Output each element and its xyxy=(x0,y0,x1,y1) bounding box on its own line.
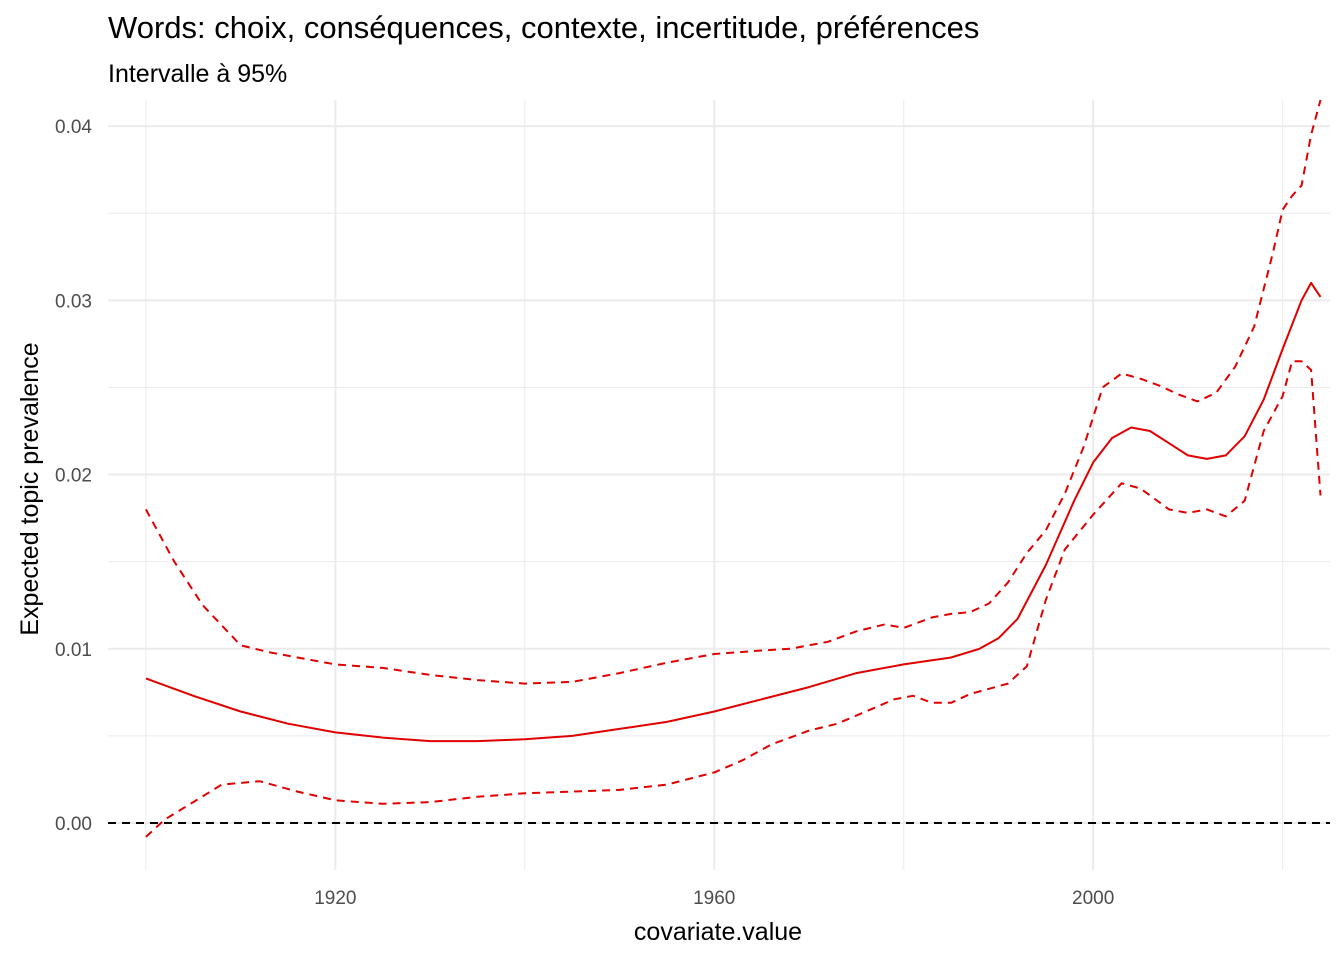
x-tick-label: 1960 xyxy=(693,888,735,909)
y-tick-label: 0.01 xyxy=(55,640,92,661)
minor-gridlines xyxy=(108,100,1330,870)
series-line-lower xyxy=(145,360,1322,838)
y-axis-title: Expected topic prevalence xyxy=(16,342,44,635)
x-tick-label: 1920 xyxy=(314,888,356,909)
chart-subtitle: Intervalle à 95% xyxy=(108,60,288,88)
chart-title: Words: choix, conséquences, contexte, in… xyxy=(108,10,980,45)
y-tick-label: 0.02 xyxy=(55,466,92,487)
series-line-estimate xyxy=(145,281,1322,743)
major-gridlines xyxy=(108,100,1330,870)
x-tick-label: 2000 xyxy=(1072,888,1114,909)
series-line-upper xyxy=(145,99,1322,685)
y-tick-label: 0.00 xyxy=(55,814,92,835)
x-axis-tick-labels: 1920 1960 2000 xyxy=(314,888,1114,909)
y-tick-label: 0.04 xyxy=(55,117,92,138)
series-lines xyxy=(145,99,1322,838)
y-tick-label: 0.03 xyxy=(55,291,92,312)
x-axis-title: covariate.value xyxy=(634,918,802,946)
y-axis-tick-labels: 0.00 0.01 0.02 0.03 0.04 xyxy=(55,117,92,835)
